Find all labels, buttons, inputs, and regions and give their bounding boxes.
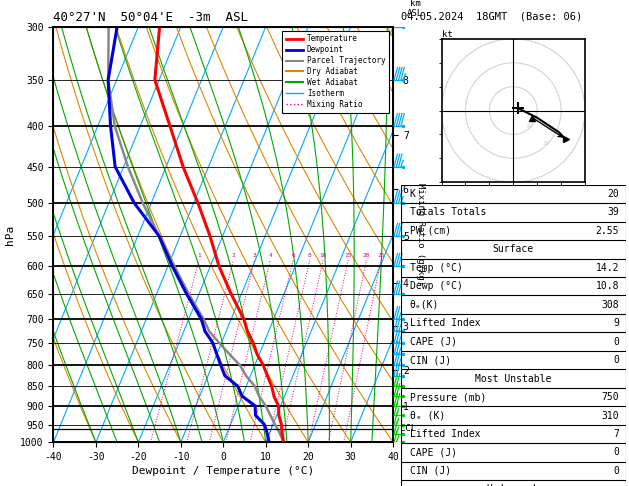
Text: 25: 25 [377, 253, 385, 258]
Text: θₑ (K): θₑ (K) [409, 411, 445, 420]
Text: 4: 4 [269, 253, 272, 258]
Text: 2.55: 2.55 [596, 226, 619, 236]
Text: 04.05.2024  18GMT  (Base: 06): 04.05.2024 18GMT (Base: 06) [401, 12, 582, 22]
Text: 15: 15 [344, 253, 352, 258]
Text: 0: 0 [613, 355, 619, 365]
Text: Dewp (°C): Dewp (°C) [409, 281, 462, 291]
Text: Hodograph: Hodograph [487, 485, 540, 486]
Text: 1: 1 [197, 253, 201, 258]
Text: 20: 20 [608, 189, 619, 199]
Text: Most Unstable: Most Unstable [475, 374, 552, 383]
Text: Temp (°C): Temp (°C) [409, 263, 462, 273]
Polygon shape [394, 14, 398, 27]
Text: 39: 39 [608, 208, 619, 217]
Text: 10.8: 10.8 [596, 281, 619, 291]
Text: 10: 10 [526, 124, 533, 129]
Text: 6: 6 [291, 253, 295, 258]
Text: 750: 750 [601, 392, 619, 402]
Text: kt: kt [442, 30, 452, 39]
Text: θₑ(K): θₑ(K) [409, 300, 439, 310]
Y-axis label: hPa: hPa [4, 225, 14, 244]
Text: K: K [409, 189, 416, 199]
Text: Lifted Index: Lifted Index [409, 318, 480, 328]
Text: Pressure (mb): Pressure (mb) [409, 392, 486, 402]
Text: 2: 2 [231, 253, 235, 258]
Text: 14.2: 14.2 [596, 263, 619, 273]
Text: 0: 0 [613, 448, 619, 457]
Text: 0: 0 [613, 337, 619, 347]
Y-axis label: Mixing Ratio (g/kg): Mixing Ratio (g/kg) [416, 183, 425, 286]
Text: 308: 308 [601, 300, 619, 310]
Text: LCL: LCL [400, 424, 416, 434]
Text: Surface: Surface [493, 244, 534, 254]
Text: 8: 8 [308, 253, 311, 258]
Text: CIN (J): CIN (J) [409, 355, 451, 365]
Text: 7: 7 [613, 429, 619, 439]
Text: CIN (J): CIN (J) [409, 466, 451, 476]
Text: 9: 9 [613, 318, 619, 328]
Text: 3: 3 [253, 253, 257, 258]
Text: km
ASL: km ASL [407, 0, 423, 18]
Text: Lifted Index: Lifted Index [409, 429, 480, 439]
X-axis label: Dewpoint / Temperature (°C): Dewpoint / Temperature (°C) [132, 466, 314, 476]
Text: 10: 10 [320, 253, 327, 258]
Text: 40°27'N  50°04'E  -3m  ASL: 40°27'N 50°04'E -3m ASL [53, 11, 248, 24]
Legend: Temperature, Dewpoint, Parcel Trajectory, Dry Adiabat, Wet Adiabat, Isotherm, Mi: Temperature, Dewpoint, Parcel Trajectory… [282, 31, 389, 113]
Text: CAPE (J): CAPE (J) [409, 337, 457, 347]
Text: 20: 20 [542, 141, 550, 146]
Text: CAPE (J): CAPE (J) [409, 448, 457, 457]
Text: Totals Totals: Totals Totals [409, 208, 486, 217]
Text: 0: 0 [613, 466, 619, 476]
Text: 310: 310 [601, 411, 619, 420]
Text: 20: 20 [363, 253, 370, 258]
Text: PW (cm): PW (cm) [409, 226, 451, 236]
